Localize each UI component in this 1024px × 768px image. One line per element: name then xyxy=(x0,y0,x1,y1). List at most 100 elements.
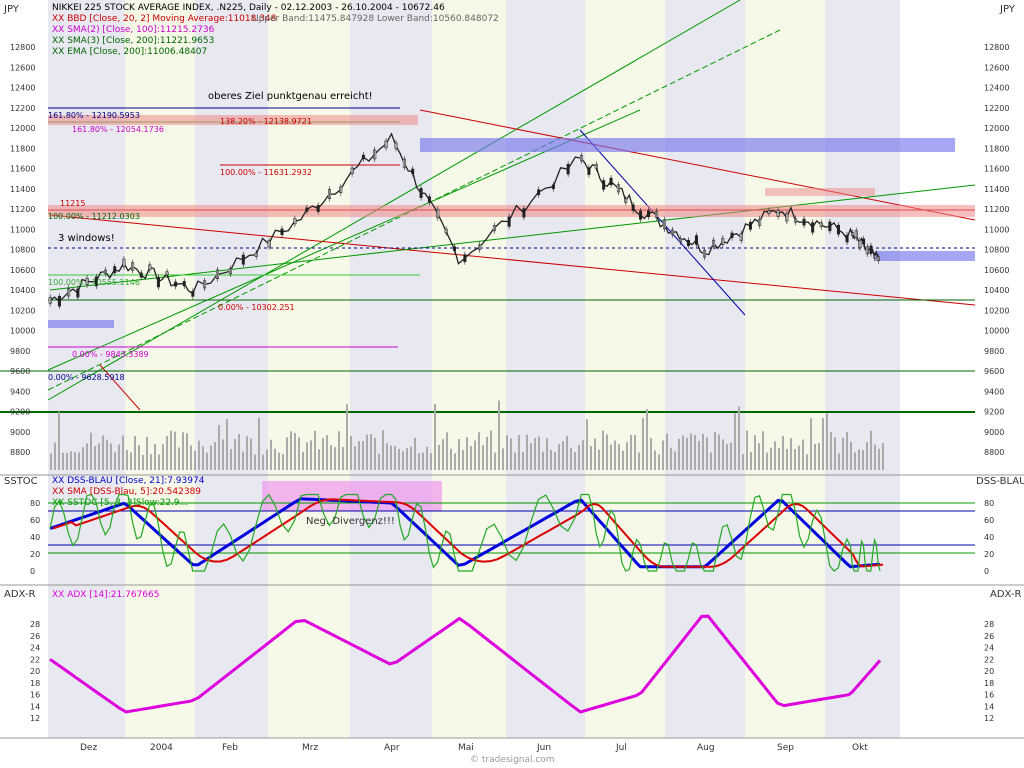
chart-separators xyxy=(0,474,1024,739)
price-tick-right: 8800 xyxy=(984,448,1004,457)
volume-bar xyxy=(666,433,668,470)
volume-bar xyxy=(426,446,428,470)
price-candles xyxy=(48,138,880,310)
dss-line xyxy=(49,497,881,569)
volume-bar xyxy=(642,418,644,470)
volume-bar xyxy=(754,435,756,470)
volume-bar xyxy=(74,452,76,470)
volume-bar xyxy=(206,452,208,470)
volume-bar xyxy=(790,438,792,470)
adx-tick-left: 28 xyxy=(30,620,40,629)
volume-bar xyxy=(778,448,780,470)
month-band xyxy=(506,0,585,738)
month-label: Apr xyxy=(384,743,400,753)
price-tick-left: 9800 xyxy=(10,347,30,356)
volume-bar xyxy=(658,454,660,470)
volume-bars xyxy=(50,400,884,470)
volume-bar xyxy=(262,454,264,470)
volume-bar xyxy=(490,430,492,470)
volume-bar xyxy=(450,448,452,470)
volume-bar xyxy=(286,437,288,470)
volume-bar xyxy=(630,434,632,470)
month-band xyxy=(432,0,506,738)
volume-bar xyxy=(214,442,216,470)
legend-sma2: XX SMA(2) [Close, 100]:11215.2736 xyxy=(52,25,215,35)
volume-bar xyxy=(474,440,476,470)
fib-label-1: 161.80% - 12190.5953 xyxy=(48,111,140,120)
adx-tick-left: 16 xyxy=(30,691,40,700)
volume-bar xyxy=(462,450,464,470)
adx-tick-right: 24 xyxy=(984,644,994,653)
volume-bar xyxy=(586,419,588,470)
volume-bar xyxy=(866,442,868,470)
watermark: © tradesignal.com xyxy=(470,755,555,765)
fib-label-8: 0.00% - 9843.3389 xyxy=(72,350,149,359)
volume-bar xyxy=(78,452,80,470)
trendline-green-2 xyxy=(47,109,641,371)
fib-label-3: 138.20% - 12138.9721 xyxy=(220,117,312,126)
sstoc-label: SSTOC xyxy=(4,476,38,487)
price-tick-left: 11800 xyxy=(10,144,35,153)
volume-bar xyxy=(574,452,576,470)
volume-bar xyxy=(178,447,180,470)
legend-bbd: XX BBD [Close, 20, 2] Moving Average:110… xyxy=(52,14,277,24)
volume-bar xyxy=(282,454,284,470)
month-band xyxy=(195,0,268,738)
volume-bar xyxy=(66,452,68,470)
volume-bar xyxy=(222,439,224,470)
zone-blue-10100 xyxy=(48,320,114,328)
zone-red-12100 xyxy=(48,115,418,125)
price-tick-left: 10600 xyxy=(10,266,35,275)
volume-bar xyxy=(410,446,412,470)
volume-bar xyxy=(370,434,372,470)
volume-bar xyxy=(358,441,360,470)
zone-blue-11800 xyxy=(420,138,955,152)
volume-bar xyxy=(366,434,368,470)
volume-bar xyxy=(730,442,732,470)
volume-bar xyxy=(646,409,648,470)
volume-bar xyxy=(434,403,436,470)
price-tick-right: 11600 xyxy=(984,165,1009,174)
price-tick-right: 12400 xyxy=(984,84,1009,93)
sstoc-tick-right: 0 xyxy=(984,567,989,576)
volume-bar xyxy=(238,433,240,470)
price-tick-left: 11400 xyxy=(10,185,35,194)
volume-bar xyxy=(430,453,432,470)
sstoc-line xyxy=(49,493,881,572)
volume-bar xyxy=(550,449,552,470)
volume-bar xyxy=(738,406,740,470)
volume-bar xyxy=(734,413,736,470)
price-tick-right: 12200 xyxy=(984,104,1009,113)
month-band xyxy=(585,0,665,738)
fib-label-4: 100.00% - 11631.2932 xyxy=(220,168,312,177)
volume-bar xyxy=(766,452,768,470)
jpy-label-left: JPY xyxy=(3,4,20,15)
price-tick-left: 12800 xyxy=(10,43,35,52)
trendline-red-3 xyxy=(99,364,141,411)
volume-bar xyxy=(710,452,712,470)
volume-bar xyxy=(406,448,408,470)
volume-bar xyxy=(622,450,624,470)
volume-bar xyxy=(110,443,112,470)
volume-bar xyxy=(314,430,316,470)
price-tick-left: 11200 xyxy=(10,205,35,214)
price-tick-left: 12400 xyxy=(10,84,35,93)
volume-bar xyxy=(702,434,704,470)
volume-bar xyxy=(394,445,396,470)
price-tick-right: 10200 xyxy=(984,306,1009,315)
adx-tick-right: 20 xyxy=(984,667,994,676)
volume-bar xyxy=(298,437,300,470)
price-tick-right: 9000 xyxy=(984,428,1004,437)
volume-bar xyxy=(134,436,136,470)
volume-bar xyxy=(246,436,248,470)
volume-bar xyxy=(578,445,580,470)
volume-bar xyxy=(330,445,332,470)
adx-tick-left: 26 xyxy=(30,632,40,641)
fib-label-9: 0.00% - 9628.5918 xyxy=(48,373,125,382)
price-tick-right: 9200 xyxy=(984,408,1004,417)
volume-bar xyxy=(690,433,692,470)
volume-bar xyxy=(94,446,96,470)
adx-tick-right: 12 xyxy=(984,714,994,723)
price-tick-right: 10600 xyxy=(984,266,1009,275)
